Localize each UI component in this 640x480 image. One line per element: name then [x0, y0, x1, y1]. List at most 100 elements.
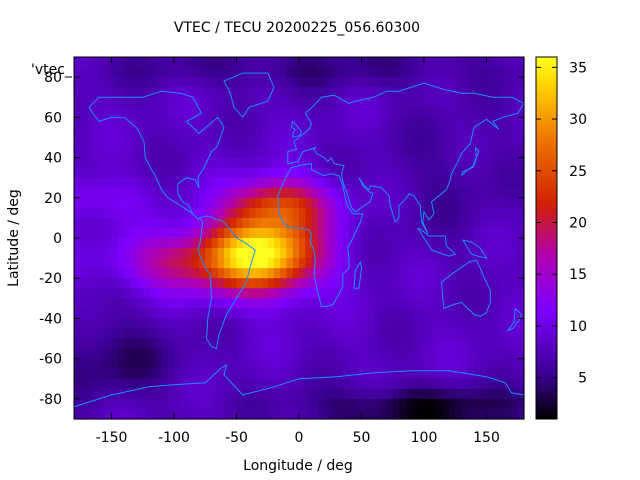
- heatmap-cell: [411, 288, 419, 299]
- heatmap-cell: [117, 87, 125, 98]
- heatmap-cell: [292, 117, 300, 128]
- heatmap-cell: [505, 207, 513, 219]
- heatmap-cell: [392, 358, 400, 370]
- heatmap-cell: [367, 67, 375, 78]
- heatmap-cell: [467, 298, 475, 309]
- heatmap-cell: [292, 207, 300, 219]
- heatmap-cell: [449, 207, 456, 219]
- heatmap-cell: [192, 358, 200, 370]
- heatmap-cell: [499, 318, 506, 330]
- heatmap-cell: [186, 248, 194, 259]
- heatmap-cell: [267, 328, 275, 340]
- heatmap-cell: [442, 147, 450, 159]
- heatmap-cell: [136, 117, 144, 128]
- heatmap-cell: [342, 318, 350, 330]
- heatmap-cell: [261, 137, 269, 149]
- heatmap-cell: [124, 268, 131, 279]
- heatmap-cell: [386, 137, 394, 149]
- heatmap-cell: [105, 147, 113, 159]
- heatmap-cell: [424, 167, 431, 179]
- heatmap-cell: [405, 77, 413, 88]
- heatmap-cell: [511, 318, 519, 330]
- heatmap-cell: [86, 117, 94, 128]
- heatmap-cell: [249, 97, 256, 108]
- heatmap-cell: [130, 97, 138, 108]
- heatmap-cell: [280, 358, 288, 370]
- heatmap-cell: [386, 358, 394, 370]
- heatmap-cell: [161, 217, 169, 229]
- heatmap-cell: [511, 378, 519, 390]
- heatmap-cell: [142, 67, 150, 78]
- heatmap-cell: [505, 117, 513, 128]
- heatmap-cell: [480, 278, 488, 289]
- heatmap-cell: [374, 197, 381, 209]
- heatmap-cell: [261, 378, 269, 390]
- heatmap-cell: [155, 248, 163, 259]
- heatmap-cell: [155, 258, 163, 269]
- heatmap-cell: [330, 197, 338, 209]
- heatmap-cell: [374, 187, 381, 199]
- heatmap-cell: [336, 338, 344, 350]
- heatmap-cell: [436, 388, 444, 400]
- heatmap-cell: [174, 107, 181, 118]
- heatmap-cell: [180, 278, 188, 289]
- heatmap-cell: [317, 278, 325, 289]
- heatmap-cell: [374, 157, 381, 169]
- heatmap-cell: [161, 227, 169, 239]
- heatmap-cell: [99, 358, 106, 370]
- heatmap-cell: [499, 338, 506, 350]
- heatmap-cell: [511, 328, 519, 340]
- heatmap-cell: [180, 227, 188, 239]
- heatmap-cell: [149, 217, 156, 229]
- heatmap-cell: [161, 177, 169, 189]
- heatmap-cell: [317, 248, 325, 259]
- heatmap-cell: [130, 238, 138, 249]
- heatmap-cell: [149, 227, 156, 239]
- heatmap-cell: [349, 358, 356, 370]
- heatmap-cell: [430, 368, 438, 380]
- heatmap-cell: [286, 258, 294, 269]
- heatmap-cell: [130, 288, 138, 299]
- heatmap-cell: [167, 328, 175, 340]
- heatmap-cell: [199, 398, 206, 410]
- heatmap-cell: [324, 268, 331, 279]
- heatmap-cell: [367, 117, 375, 128]
- heatmap-cell: [142, 318, 150, 330]
- heatmap-cell: [124, 207, 131, 219]
- heatmap-cell: [199, 348, 206, 360]
- heatmap-cell: [99, 368, 106, 380]
- heatmap-cell: [211, 217, 219, 229]
- heatmap-cell: [355, 207, 363, 219]
- heatmap-cell: [492, 308, 500, 320]
- heatmap-cell: [217, 348, 225, 360]
- heatmap-cell: [367, 197, 375, 209]
- heatmap-cell: [255, 338, 263, 350]
- heatmap-cell: [480, 107, 488, 118]
- heatmap-cell: [342, 408, 350, 420]
- heatmap-cell: [236, 127, 244, 139]
- heatmap-cell: [149, 378, 156, 390]
- heatmap-cell: [242, 127, 250, 139]
- heatmap-cell: [117, 248, 125, 259]
- heatmap-cell: [480, 348, 488, 360]
- heatmap-cell: [236, 378, 244, 390]
- heatmap-cell: [224, 147, 231, 159]
- heatmap-cell: [499, 288, 506, 299]
- heatmap-cell: [442, 107, 450, 118]
- heatmap-cell: [436, 67, 444, 78]
- heatmap-cell: [386, 167, 394, 179]
- heatmap-cell: [517, 238, 525, 249]
- heatmap-cell: [442, 278, 450, 289]
- heatmap-cell: [436, 268, 444, 279]
- heatmap-cell: [355, 127, 363, 139]
- heatmap-cell: [205, 87, 213, 98]
- heatmap-cell: [105, 127, 113, 139]
- heatmap-cell: [286, 217, 294, 229]
- heatmap-cell: [292, 167, 300, 179]
- heatmap-cell: [374, 298, 381, 309]
- heatmap-cell: [224, 388, 231, 400]
- heatmap-cell: [430, 107, 438, 118]
- heatmap-cell: [199, 117, 206, 128]
- heatmap-cell: [280, 238, 288, 249]
- heatmap-cell: [99, 278, 106, 289]
